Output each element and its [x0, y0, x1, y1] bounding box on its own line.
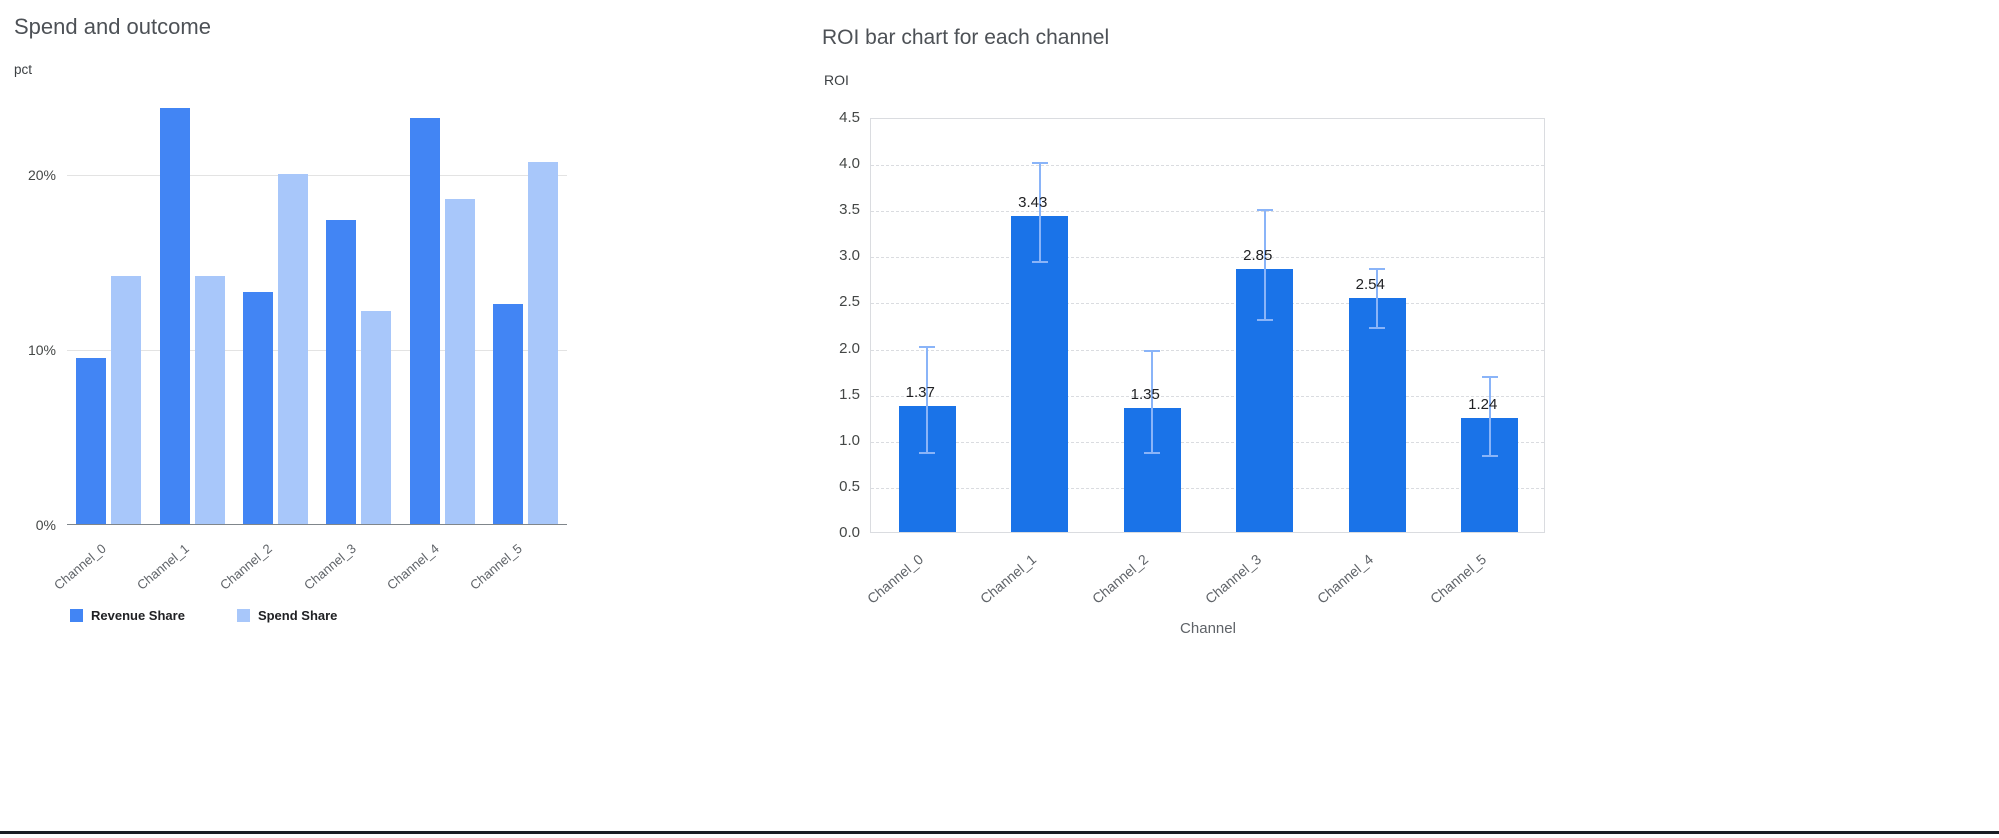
y-tick-label: 1.5 — [839, 385, 860, 403]
y-gridline — [67, 175, 567, 177]
error-bar-cap-bottom — [919, 451, 936, 454]
roi-chart: ROI bar chart for each channel ROI 1.37 3… — [820, 22, 1595, 712]
revenue-share-bar[interactable] — [326, 219, 357, 524]
y-gridline — [871, 303, 1544, 305]
error-bar-line — [926, 346, 929, 453]
y-tick-label: 0.0 — [839, 524, 860, 541]
legend-item-spend-share[interactable]: Spend Share — [236, 608, 338, 623]
y-tick-label: 0% — [35, 517, 56, 533]
error-bar-cap-bottom — [1369, 327, 1386, 330]
y-gridline — [871, 349, 1544, 351]
revenue-share-bar[interactable] — [242, 291, 273, 524]
x-tick-label: Channel_2 — [1089, 550, 1152, 607]
y-gridline — [871, 165, 1544, 167]
y-tick-label: 3.5 — [839, 201, 860, 219]
error-bar-line — [1151, 351, 1154, 453]
error-bar-line — [1263, 210, 1266, 321]
legend: Revenue Share Spend Share — [70, 608, 337, 623]
error-bar-cap-top — [1369, 268, 1386, 271]
legend-item-revenue-share[interactable]: Revenue Share — [70, 608, 185, 623]
x-tick-label: Channel_5 — [1426, 550, 1489, 607]
y-gridline — [871, 257, 1544, 259]
left-y-axis-title: pct — [14, 62, 33, 77]
y-tick-label: 2.5 — [839, 293, 860, 311]
spend-share-bar[interactable] — [527, 162, 558, 524]
error-bar-cap-bottom — [1256, 319, 1273, 322]
legend-label-revenue-share: Revenue Share — [91, 608, 185, 623]
y-tick-label: 1.0 — [839, 431, 860, 449]
spend-share-bar[interactable] — [277, 174, 308, 524]
x-tick-label: Channel_4 — [1314, 550, 1377, 607]
error-bar-line — [1376, 269, 1379, 329]
error-bar-cap-top — [1481, 376, 1498, 379]
right-plot-area: 1.37 3.43 1.35 2.85 2.54 1.24 — [870, 118, 1545, 533]
bar-value-label: 1.37 — [905, 383, 935, 401]
error-bar-line — [1488, 377, 1491, 456]
bar-value-label: 1.24 — [1468, 395, 1498, 413]
right-x-axis-title: Channel — [1180, 620, 1236, 637]
spend-share-bar[interactable] — [361, 310, 392, 524]
y-gridline — [67, 350, 567, 352]
y-gridline — [871, 395, 1544, 397]
bar-value-label: 3.43 — [1018, 193, 1048, 211]
error-bar-line — [1038, 163, 1041, 262]
revenue-share-bar[interactable] — [492, 303, 523, 524]
spend-share-bar[interactable] — [111, 275, 142, 524]
spend-share-bar[interactable] — [444, 198, 475, 524]
y-tick-label: 20% — [27, 167, 56, 184]
error-bar-cap-bottom — [1031, 260, 1048, 263]
error-bar-cap-top — [1144, 350, 1161, 353]
left-chart-title: Spend and outcome — [14, 14, 211, 39]
error-bar-cap-top — [1256, 209, 1273, 212]
y-gridline — [871, 487, 1544, 489]
error-bar-cap-bottom — [1481, 454, 1498, 457]
x-tick-label: Channel_5 — [467, 540, 526, 593]
y-gridline — [871, 441, 1544, 443]
roi-bar[interactable] — [1348, 297, 1406, 532]
y-tick-label: 0.5 — [839, 477, 860, 495]
revenue-share-bar[interactable] — [76, 357, 107, 524]
bar-value-label: 2.54 — [1355, 275, 1385, 293]
legend-label-spend-share: Spend Share — [257, 608, 338, 623]
spend-outcome-chart: Spend and outcome pct Revenue Share Spen… — [12, 10, 757, 675]
revenue-share-swatch — [70, 609, 83, 622]
revenue-share-bar[interactable] — [409, 118, 440, 524]
revenue-share-bar[interactable] — [159, 107, 190, 524]
error-bar-cap-top — [1031, 162, 1048, 165]
y-tick-label: 4.5 — [839, 109, 860, 126]
bottom-divider — [0, 831, 1999, 834]
roi-bar[interactable] — [1011, 215, 1069, 532]
error-bar-cap-top — [919, 345, 936, 348]
left-plot-area — [67, 88, 567, 525]
spend-share-bar[interactable] — [194, 275, 225, 524]
y-tick-label: 3.0 — [839, 247, 860, 265]
bar-value-label: 1.35 — [1130, 385, 1160, 403]
spend-share-swatch — [236, 609, 250, 622]
x-tick-label: Channel_1 — [976, 550, 1039, 607]
error-bar-cap-bottom — [1144, 451, 1161, 454]
y-tick-label: 10% — [27, 342, 56, 359]
y-tick-label: 4.0 — [839, 155, 860, 173]
right-y-axis-title: ROI — [824, 72, 849, 88]
bar-value-label: 2.85 — [1243, 247, 1273, 265]
y-tick-label: 2.0 — [839, 339, 860, 357]
y-gridline — [871, 211, 1544, 213]
x-tick-label: Channel_0 — [864, 550, 927, 607]
x-tick-label: Channel_4 — [384, 540, 442, 593]
right-chart-title: ROI bar chart for each channel — [822, 26, 1110, 49]
